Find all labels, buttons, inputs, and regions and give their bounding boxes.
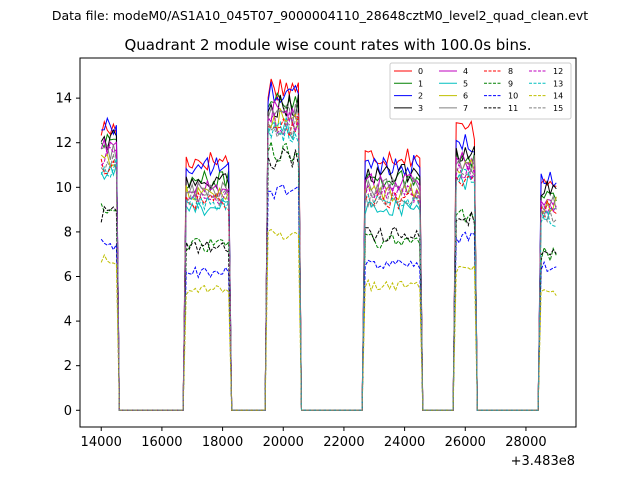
axes-layer: 14000 16000 18000 20000 22000 24000 26000 28000… — [55, 92, 546, 450]
x-tick-label: 26000 — [445, 435, 486, 450]
y-tick-label: 10 — [55, 181, 72, 196]
series-line-15 — [100, 117, 557, 411]
legend-label-5: 5 — [463, 79, 468, 88]
x-tick-label: 16000 — [141, 435, 182, 450]
y-tick-label: 8 — [64, 225, 72, 240]
chart-title: Quadrant 2 module wise count rates with … — [124, 36, 531, 54]
legend-label-2: 2 — [418, 92, 423, 101]
x-tick-label: 22000 — [323, 435, 364, 450]
legend-label-9: 9 — [508, 79, 513, 88]
legend-label-0: 0 — [418, 67, 423, 76]
legend-box — [389, 62, 572, 120]
legend-label-4: 4 — [463, 67, 468, 76]
legend-label-3: 3 — [418, 104, 423, 113]
y-tick-label: 12 — [55, 136, 72, 151]
legend-label-13: 13 — [553, 79, 563, 88]
data-file-header: Data file: modeM0/AS1A10_045T07_90000041… — [52, 8, 588, 23]
x-tick-label: 24000 — [384, 435, 425, 450]
x-tick-label: 14000 — [81, 435, 122, 450]
x-tick-label: 20000 — [263, 435, 304, 450]
x-tick-label: 18000 — [202, 435, 243, 450]
legend-label-8: 8 — [508, 67, 513, 76]
legend-label-14: 14 — [553, 92, 563, 101]
y-tick-label: 0 — [64, 404, 72, 419]
y-tick-label: 14 — [55, 92, 72, 107]
legend-label-6: 6 — [463, 92, 468, 101]
legend-label-1: 1 — [418, 79, 423, 88]
y-tick-label: 2 — [64, 359, 72, 374]
legend-label-11: 11 — [508, 104, 518, 113]
legend-label-12: 12 — [553, 67, 563, 76]
legend-label-7: 7 — [463, 104, 468, 113]
x-offset-label: +3.483e8 — [511, 454, 575, 469]
plot-frame — [79, 57, 577, 428]
legend-label-15: 15 — [553, 104, 563, 113]
series-layer — [100, 78, 557, 411]
legend-label-10: 10 — [508, 92, 518, 101]
y-tick-label: 6 — [64, 270, 72, 285]
x-tick-label: 28000 — [505, 435, 546, 450]
y-tick-label: 4 — [64, 315, 72, 330]
